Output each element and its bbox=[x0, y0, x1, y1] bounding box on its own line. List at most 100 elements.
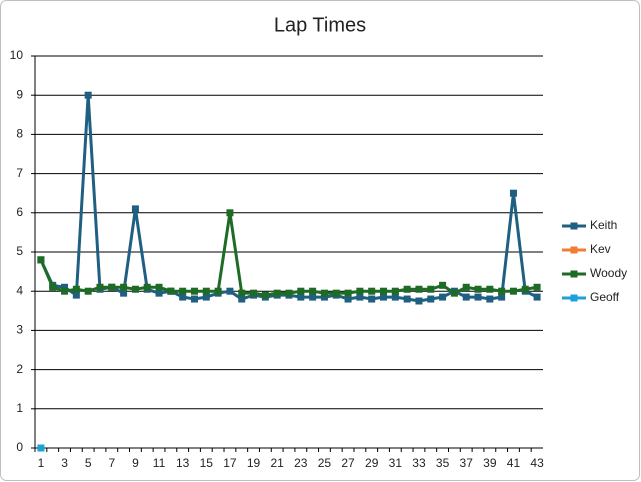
point-marker bbox=[131, 285, 139, 293]
point-marker bbox=[261, 291, 269, 299]
x-tick-label: 43 bbox=[530, 456, 544, 470]
x-tick-label: 11 bbox=[153, 456, 166, 470]
point-marker bbox=[474, 293, 482, 301]
point-marker bbox=[238, 295, 246, 303]
x-tick-label: 35 bbox=[436, 456, 450, 470]
point-marker bbox=[120, 283, 128, 291]
point-marker bbox=[509, 287, 517, 295]
point-marker bbox=[214, 287, 222, 295]
x-tick-label: 15 bbox=[200, 456, 214, 470]
point-marker bbox=[297, 287, 305, 295]
point-marker bbox=[72, 285, 80, 293]
point-marker bbox=[285, 289, 293, 297]
x-tick-label: 17 bbox=[223, 456, 237, 470]
point-marker bbox=[202, 287, 210, 295]
point-marker bbox=[533, 283, 541, 291]
x-tick-label: 29 bbox=[365, 456, 379, 470]
legend-marker bbox=[570, 222, 578, 230]
point-marker bbox=[391, 287, 399, 295]
point-marker bbox=[61, 283, 69, 291]
point-marker bbox=[427, 295, 435, 303]
point-marker bbox=[131, 205, 139, 213]
point-marker bbox=[108, 283, 116, 291]
x-tick-label: 21 bbox=[271, 456, 285, 470]
point-marker bbox=[356, 293, 364, 301]
point-marker bbox=[474, 285, 482, 293]
point-marker bbox=[415, 297, 423, 305]
x-tick-label: 33 bbox=[412, 456, 426, 470]
y-tick-label: 2 bbox=[16, 362, 23, 376]
point-marker bbox=[155, 289, 163, 297]
point-marker bbox=[190, 287, 198, 295]
point-marker bbox=[498, 293, 506, 301]
point-marker bbox=[486, 285, 494, 293]
point-marker bbox=[498, 287, 506, 295]
point-marker bbox=[273, 289, 281, 297]
legend-label: Woody bbox=[590, 266, 627, 280]
point-marker bbox=[533, 293, 541, 301]
point-marker bbox=[226, 287, 234, 295]
point-marker bbox=[356, 287, 364, 295]
legend-label: Kev bbox=[590, 242, 611, 256]
x-tick-label: 5 bbox=[85, 456, 92, 470]
x-tick-label: 25 bbox=[318, 456, 332, 470]
point-marker bbox=[61, 287, 69, 295]
point-marker bbox=[368, 295, 376, 303]
legend-marker bbox=[570, 270, 578, 278]
point-marker bbox=[226, 209, 234, 217]
y-tick-label: 5 bbox=[16, 244, 23, 258]
point-marker bbox=[320, 293, 328, 301]
x-tick-label: 31 bbox=[389, 456, 403, 470]
point-marker bbox=[72, 291, 80, 299]
point-marker bbox=[309, 287, 317, 295]
x-tick-label: 39 bbox=[483, 456, 497, 470]
chart-title: Lap Times bbox=[274, 14, 366, 36]
point-marker bbox=[368, 287, 376, 295]
point-marker bbox=[96, 283, 104, 291]
point-marker bbox=[238, 289, 246, 297]
point-marker bbox=[179, 293, 187, 301]
legend-marker bbox=[570, 294, 578, 302]
point-marker bbox=[344, 295, 352, 303]
x-tick-label: 41 bbox=[507, 456, 521, 470]
point-marker bbox=[450, 289, 458, 297]
y-tick-label: 10 bbox=[10, 48, 24, 62]
y-tick-label: 8 bbox=[16, 127, 23, 141]
point-marker bbox=[84, 91, 92, 99]
y-tick-label: 1 bbox=[16, 401, 23, 415]
point-marker bbox=[155, 283, 163, 291]
point-marker bbox=[297, 293, 305, 301]
point-marker bbox=[84, 287, 92, 295]
point-marker bbox=[37, 256, 45, 264]
x-tick-label: 7 bbox=[108, 456, 115, 470]
point-marker bbox=[415, 285, 423, 293]
point-marker bbox=[403, 295, 411, 303]
point-marker bbox=[462, 293, 470, 301]
x-tick-label: 9 bbox=[132, 456, 139, 470]
point-marker bbox=[167, 287, 175, 295]
point-marker bbox=[403, 285, 411, 293]
point-marker bbox=[521, 285, 529, 293]
point-marker bbox=[391, 293, 399, 301]
point-marker bbox=[120, 289, 128, 297]
point-marker bbox=[37, 444, 45, 452]
y-tick-label: 9 bbox=[16, 87, 23, 101]
point-marker bbox=[439, 293, 447, 301]
x-tick-label: 13 bbox=[176, 456, 190, 470]
point-marker bbox=[320, 289, 328, 297]
x-tick-label: 1 bbox=[38, 456, 45, 470]
y-tick-label: 6 bbox=[16, 205, 23, 219]
point-marker bbox=[380, 293, 388, 301]
point-marker bbox=[486, 295, 494, 303]
point-marker bbox=[49, 283, 57, 291]
y-tick-label: 0 bbox=[16, 440, 23, 454]
y-tick-label: 3 bbox=[16, 323, 23, 337]
x-tick-label: 3 bbox=[61, 456, 68, 470]
legend-label: Keith bbox=[590, 218, 617, 232]
point-marker bbox=[509, 189, 517, 197]
y-tick-label: 4 bbox=[16, 283, 23, 297]
point-marker bbox=[462, 283, 470, 291]
point-marker bbox=[190, 295, 198, 303]
